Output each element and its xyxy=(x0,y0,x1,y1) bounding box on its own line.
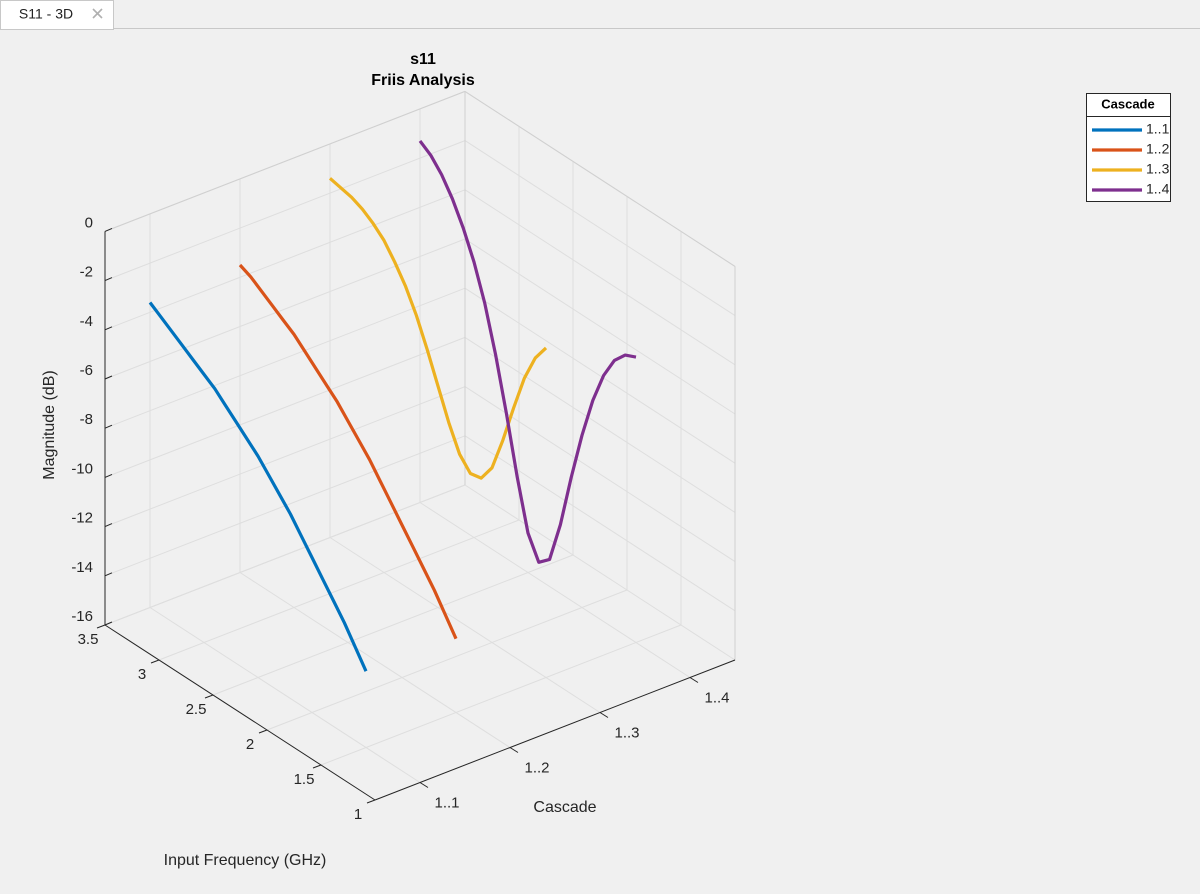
grid-line xyxy=(266,589,628,731)
x-tick xyxy=(150,659,160,664)
x-tick xyxy=(366,799,376,804)
legend-label: 1..4 xyxy=(1146,181,1170,197)
y-tick-label: 1..3 xyxy=(614,724,639,741)
grid-line xyxy=(104,336,466,478)
z-tick xyxy=(104,473,113,478)
legend-label: 1..2 xyxy=(1146,141,1170,157)
grid-line xyxy=(464,189,736,366)
grid-line xyxy=(320,624,682,766)
grid-line xyxy=(212,554,574,696)
y-tick xyxy=(599,712,609,718)
z-tick-label: -14 xyxy=(71,559,93,576)
z-tick xyxy=(104,326,113,331)
grid-line xyxy=(464,484,736,661)
grid-line xyxy=(329,537,601,713)
z-tick-label: -4 xyxy=(80,313,93,330)
box-edge xyxy=(464,90,736,267)
series-line xyxy=(418,139,637,564)
y-tick xyxy=(509,747,519,753)
axis-line xyxy=(374,659,736,801)
grid-line xyxy=(104,189,466,331)
grid-line xyxy=(104,238,466,380)
z-tick-label: -2 xyxy=(80,264,93,281)
grid-line xyxy=(149,607,421,783)
x-tick-label: 3 xyxy=(138,666,146,683)
grid-line xyxy=(464,140,736,317)
z-tick-label: -10 xyxy=(71,460,93,477)
axis-line xyxy=(104,624,376,801)
x-tick-label: 2 xyxy=(246,736,254,753)
series-line xyxy=(238,263,458,640)
z-tick xyxy=(104,621,113,626)
y-tick-label: 1..2 xyxy=(524,759,549,776)
series-line xyxy=(148,301,368,672)
x-tick xyxy=(312,764,322,769)
z-tick-label: -16 xyxy=(71,608,93,625)
x-tick-label: 2.5 xyxy=(186,701,207,718)
y-tick-label: 1..1 xyxy=(434,794,459,811)
grid-line xyxy=(104,287,466,429)
z-tick xyxy=(104,375,113,380)
box-edge xyxy=(104,90,466,232)
x-tick xyxy=(96,624,106,629)
legend-title: Cascade xyxy=(1101,96,1154,111)
grid-line xyxy=(464,435,736,612)
tab[interactable] xyxy=(0,0,114,30)
legend-label: 1..1 xyxy=(1146,121,1170,137)
x-tick xyxy=(258,729,268,734)
x-axis-label: Input Frequency (GHz) xyxy=(164,852,327,869)
grid-line xyxy=(464,238,736,415)
x-tick-label: 1 xyxy=(354,806,362,823)
grid-line xyxy=(419,502,691,678)
tab-close-stroke[interactable] xyxy=(92,8,103,19)
y-tick-label: 1..4 xyxy=(704,689,729,706)
grid-line xyxy=(464,287,736,464)
y-tick xyxy=(689,677,699,683)
x-tick-label: 1.5 xyxy=(294,771,315,788)
tab-close[interactable] xyxy=(92,8,103,19)
z-axis-label: Magnitude (dB) xyxy=(41,370,58,479)
z-tick xyxy=(104,277,113,282)
grid-line xyxy=(158,519,520,661)
chart-title: s11 xyxy=(410,51,436,68)
z-tick-label: -12 xyxy=(71,510,93,527)
grid-line xyxy=(464,336,736,513)
grid-line xyxy=(104,386,466,528)
x-tick-label: 3.5 xyxy=(78,631,99,648)
y-tick xyxy=(419,782,429,788)
z-tick xyxy=(104,523,113,528)
grid-line xyxy=(104,484,466,626)
z-tick-label: 0 xyxy=(85,214,93,231)
z-tick xyxy=(104,572,113,577)
series-line xyxy=(328,177,548,480)
grid-line xyxy=(239,572,511,748)
legend-label: 1..3 xyxy=(1146,161,1170,177)
y-axis-label: Cascade xyxy=(533,799,596,816)
z-tick-label: -6 xyxy=(80,362,93,379)
z-tick xyxy=(104,227,113,232)
tab-label[interactable]: S11 - 3D xyxy=(19,6,73,22)
z-tick-label: -8 xyxy=(80,411,93,428)
grid-line xyxy=(104,140,466,282)
z-tick xyxy=(104,424,113,429)
x-tick xyxy=(204,694,214,699)
chart-subtitle: Friis Analysis xyxy=(371,72,475,89)
legend-box xyxy=(1086,93,1171,202)
